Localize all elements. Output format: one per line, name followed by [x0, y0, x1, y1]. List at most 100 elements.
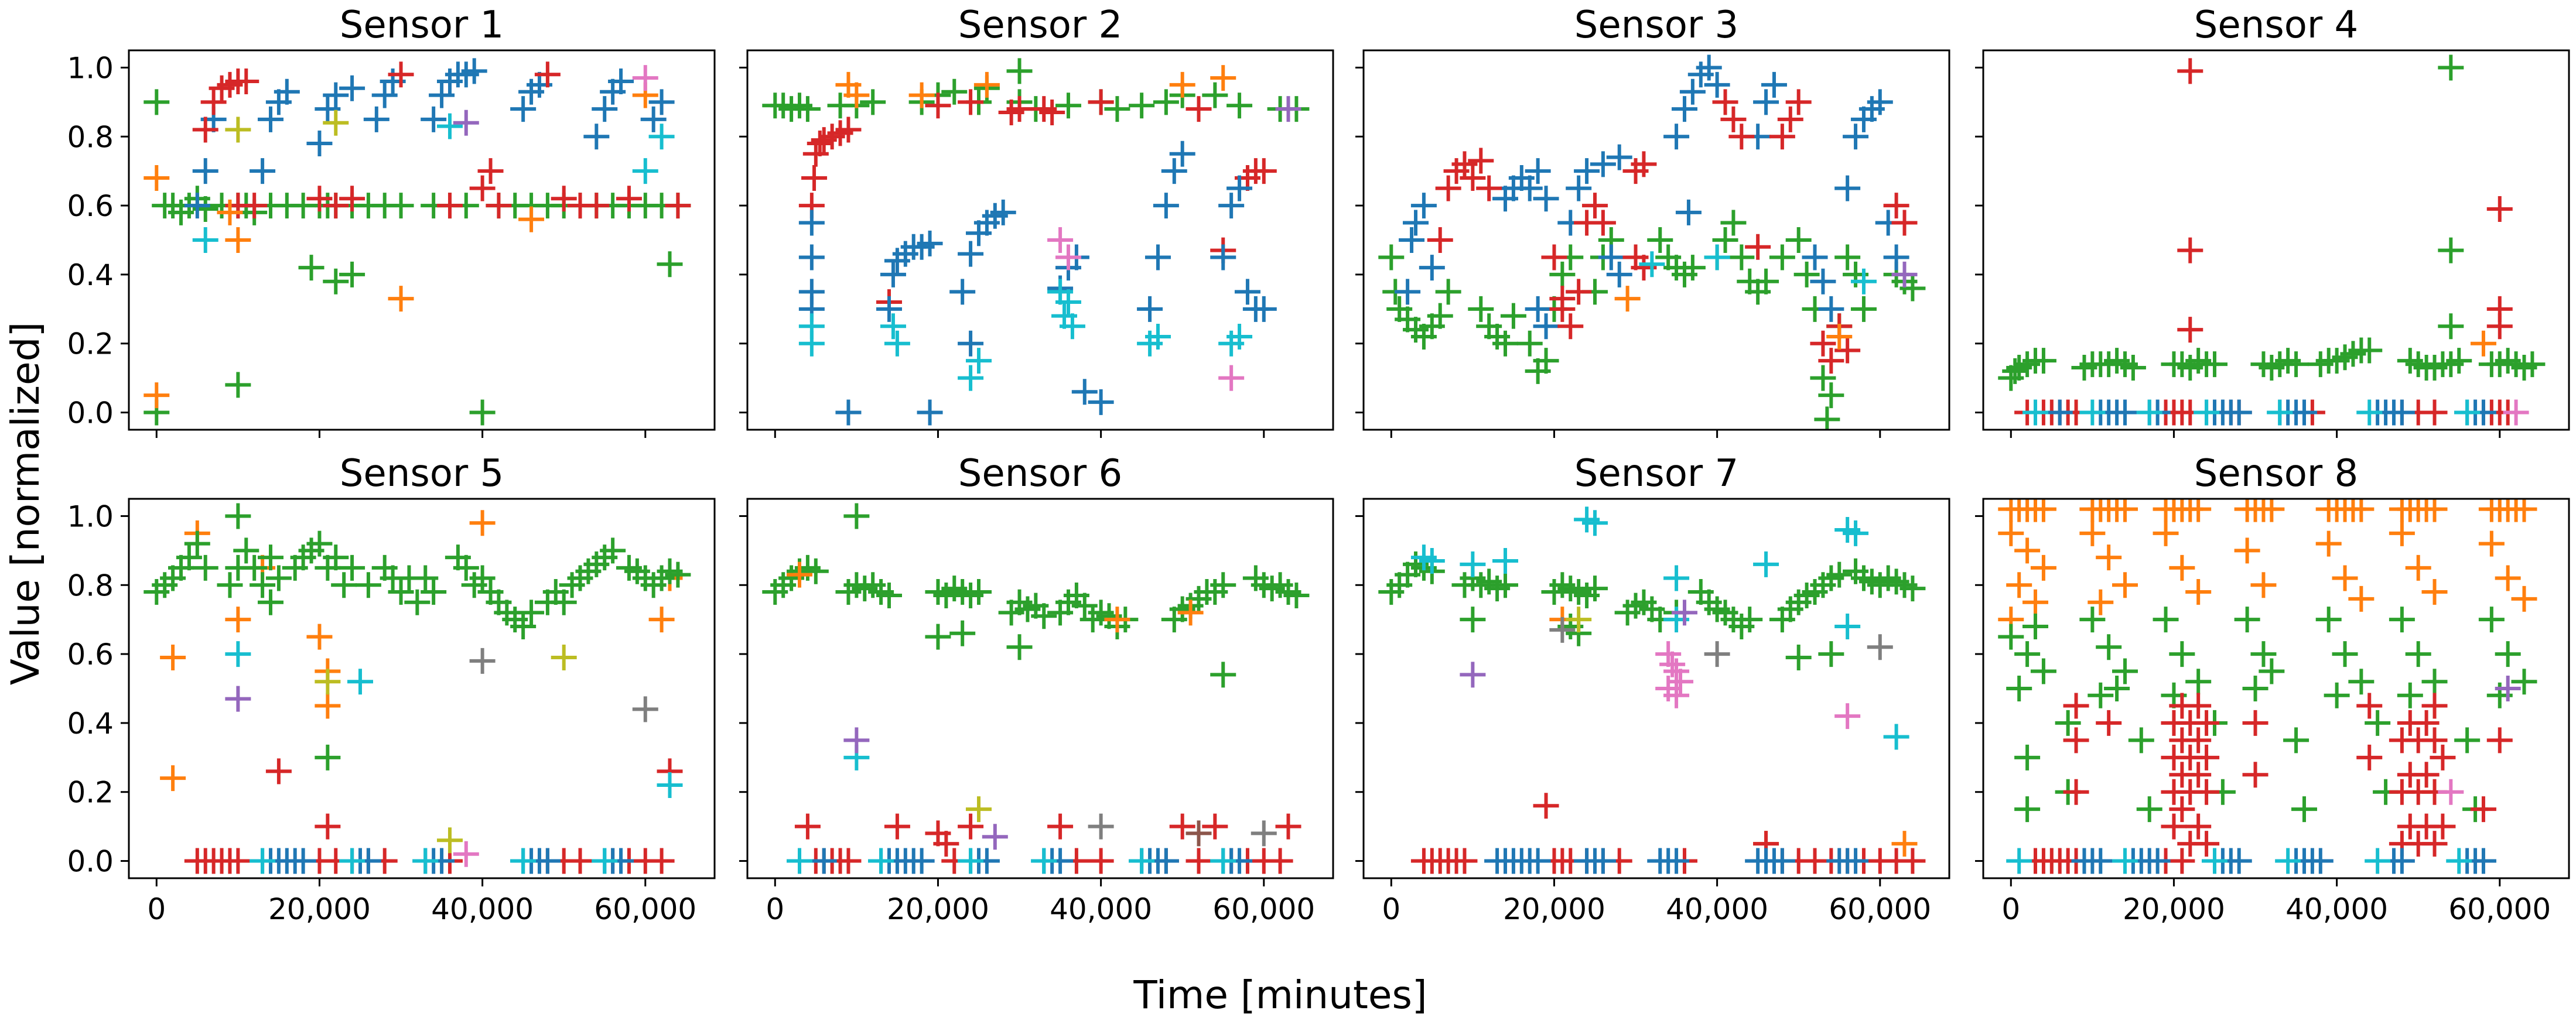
data-point	[2365, 848, 2391, 874]
series-orange	[1614, 286, 1853, 350]
data-point	[258, 589, 284, 615]
series-pink	[2503, 399, 2529, 426]
data-point	[1460, 662, 1486, 688]
data-point	[1663, 848, 1690, 874]
data-point	[2275, 848, 2301, 874]
data-point	[225, 372, 251, 398]
data-point	[1581, 193, 1608, 219]
subplot-title: Sensor 4	[2194, 4, 2358, 47]
x-tick-label: 40,000	[1050, 892, 1152, 926]
subplot-title: Sensor 7	[1574, 452, 1738, 495]
series-olive	[1566, 607, 1592, 633]
data-point	[1403, 210, 1429, 236]
data-point	[225, 117, 251, 143]
data-point	[657, 772, 683, 798]
data-point	[2153, 520, 2179, 546]
data-point	[2194, 399, 2220, 426]
data-point	[339, 554, 365, 581]
data-point	[184, 193, 210, 219]
data-point	[600, 537, 626, 564]
data-point	[1810, 365, 1836, 391]
series-blue	[798, 141, 1277, 426]
data-point	[880, 261, 906, 287]
data-point	[632, 158, 658, 184]
data-point	[2096, 544, 2122, 571]
data-point	[1696, 54, 1722, 81]
data-point	[1671, 600, 1697, 626]
data-point	[2120, 354, 2146, 381]
data-point	[241, 193, 268, 219]
data-point	[2030, 554, 2056, 581]
data-point	[534, 61, 561, 88]
data-point	[1810, 330, 1836, 357]
data-point	[1267, 848, 1293, 874]
data-point	[453, 841, 479, 867]
data-point	[306, 186, 333, 212]
data-point	[1525, 158, 1551, 184]
data-point	[1226, 93, 1253, 119]
subplot-title: Sensor 5	[340, 452, 504, 495]
data-point	[1234, 279, 1260, 305]
series-purple	[1891, 261, 1918, 287]
data-point	[290, 848, 316, 874]
x-tick-label: 60,000	[1212, 892, 1315, 926]
data-point	[908, 82, 935, 108]
data-point	[258, 544, 284, 571]
x-tick-label: 20,000	[887, 892, 989, 926]
data-point	[1598, 244, 1624, 270]
data-point	[665, 193, 691, 219]
data-point	[331, 572, 357, 598]
subplot-title: Sensor 8	[2194, 452, 2358, 495]
data-point	[2096, 710, 2122, 736]
data-point	[2413, 710, 2440, 736]
data-point	[2194, 744, 2220, 770]
data-point	[469, 399, 496, 426]
data-point	[306, 624, 333, 650]
data-point	[2486, 313, 2513, 340]
data-point	[2421, 399, 2448, 426]
data-point	[1891, 261, 1918, 287]
data-point	[1533, 313, 1559, 340]
data-point	[2185, 813, 2212, 840]
data-point	[2063, 727, 2089, 754]
data-point	[2421, 579, 2448, 605]
data-point	[1202, 813, 1228, 840]
data-point	[1427, 227, 1453, 253]
data-point	[1059, 313, 1085, 340]
data-point	[2438, 313, 2464, 340]
data-point	[2486, 196, 2513, 222]
data-point	[2014, 641, 2041, 667]
data-point	[2470, 330, 2496, 357]
series-orange	[1998, 499, 2537, 633]
data-point	[2169, 641, 2195, 667]
data-point	[2315, 530, 2342, 557]
data-point	[551, 186, 577, 212]
data-point	[665, 561, 691, 588]
data-point	[1826, 323, 1853, 350]
data-point	[1728, 124, 1755, 150]
data-point	[787, 848, 813, 874]
series-cyan	[2006, 848, 2472, 874]
data-point	[2177, 58, 2203, 84]
data-point	[1745, 234, 1771, 260]
plot-frame	[1982, 498, 2570, 879]
data-point	[1218, 193, 1245, 219]
data-point	[274, 78, 300, 105]
data-point	[917, 230, 943, 256]
data-point	[2259, 658, 2285, 684]
data-point	[1810, 268, 1836, 294]
data-point	[323, 268, 349, 294]
data-point	[648, 89, 675, 115]
data-point	[1185, 820, 1212, 847]
data-point	[2438, 237, 2464, 263]
data-point	[2185, 693, 2212, 719]
data-point	[1712, 89, 1738, 115]
plot-frame	[746, 49, 1334, 431]
data-point	[2022, 613, 2049, 639]
data-point	[2478, 530, 2505, 557]
data-point	[941, 78, 968, 105]
data-point	[1104, 96, 1130, 122]
series-purple	[225, 686, 251, 712]
data-point	[250, 158, 276, 184]
data-point	[1153, 848, 1179, 874]
